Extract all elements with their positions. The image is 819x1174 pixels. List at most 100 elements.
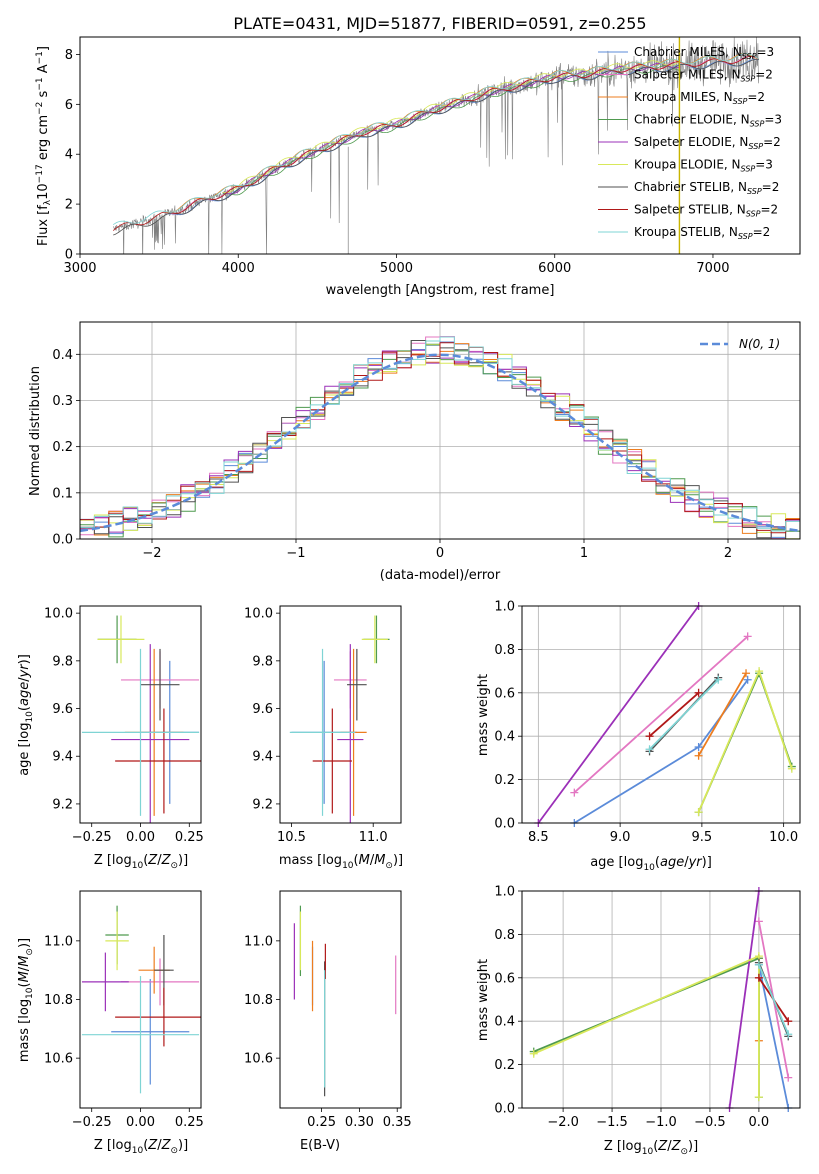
- y-tick-label: 9.6: [52, 702, 73, 717]
- y-tick-label: 0.2: [52, 440, 73, 455]
- weight-marker: [754, 973, 763, 982]
- age-mass-plot-area: [289, 615, 390, 823]
- x-tick-label: −0.5: [694, 1115, 726, 1130]
- grid-lines: [522, 890, 800, 1109]
- axes-frame: [279, 605, 402, 824]
- x-tick-label: 8.5: [528, 830, 549, 845]
- y-tick-label: 9.8: [52, 654, 73, 669]
- y-tick-label: 0.1: [52, 486, 73, 501]
- residuals-ylabel: Normed distribution: [28, 366, 43, 496]
- histogram-salpeter-stelib: [80, 342, 800, 534]
- y-tick-label: 9.6: [252, 702, 273, 717]
- errorbar-salpeter-elodie: [337, 644, 364, 823]
- x-tick-label: 3000: [63, 261, 96, 276]
- x-tick-label: −0.25: [72, 1115, 112, 1130]
- y-tick-label: 9.4: [52, 750, 73, 765]
- mass-z-xlabel: Z [log10(Z/Z⊙)]: [94, 1138, 188, 1156]
- mass-ebv-xlabel: E(B-V): [300, 1138, 340, 1153]
- errorbar-kroupa-elodie: [105, 911, 129, 971]
- x-tick-label: −1: [286, 546, 305, 561]
- y-tick-label: 0.4: [494, 1015, 515, 1030]
- weight-line: [649, 692, 700, 737]
- y-tick-label: 10.0: [44, 607, 73, 622]
- x-tick-label: −1.0: [645, 1115, 677, 1130]
- errorbar-kroupa-elodie: [97, 615, 145, 664]
- weight-marker: [784, 1017, 793, 1026]
- legend-label-chabrier-stelib: Chabrier STELIB, NSSP=2: [634, 180, 779, 196]
- weight-marker: [743, 632, 752, 641]
- mass-Z-plot-area: [81, 905, 201, 1094]
- errorbar-chabrier-stelib: [347, 648, 367, 721]
- legend-label-kroupa-miles: Kroupa MILES, NSSP=2: [634, 90, 765, 106]
- errorbar-salpeter-stelib: [312, 708, 352, 814]
- model-line-kroupa-elodie: [222, 60, 681, 194]
- x-tick-label: 0.25: [175, 1115, 204, 1130]
- y-tick-label: 0.8: [494, 928, 515, 943]
- x-tick-label: −2: [142, 546, 161, 561]
- axes-frame: [279, 890, 402, 1109]
- mass-z-ylabel: mass [log10(M/M⊙)]: [17, 938, 35, 1062]
- y-tick-label: 0.6: [494, 686, 515, 701]
- axes-frame: [79, 890, 202, 1109]
- residuals-chart: (data-model)/error Normed distribution −…: [28, 321, 801, 583]
- weight-series-salpeter-stelib: [645, 688, 703, 741]
- y-tick-label: 4: [65, 148, 73, 163]
- y-tick-label: 0.3: [52, 394, 73, 409]
- x-tick-label: 4000: [222, 261, 255, 276]
- spectrum-xlabel: wavelength [Angstrom, rest frame]: [326, 283, 555, 298]
- weight-line: [573, 635, 749, 794]
- x-tick-label: 6000: [538, 261, 571, 276]
- axes-frame: [79, 605, 202, 824]
- x-tick-label: 0.30: [345, 1115, 374, 1130]
- x-tick-label: 0.25: [175, 830, 204, 845]
- weights-age-ylabel: mass weight: [476, 674, 491, 756]
- legend-label-kroupa-stelib: Kroupa STELIB, NSSP=2: [634, 225, 770, 241]
- x-tick-label: 10.5: [277, 830, 306, 845]
- weight-marker: [754, 960, 763, 969]
- mass-vs-ebv-chart: E(B-V) 0.25 0.30 0.35 10.6 10.8 11.0: [244, 890, 412, 1153]
- spectrum-plot-area: [112, 37, 760, 254]
- model-line-salpeter-stelib: [112, 56, 760, 231]
- y-tick-label: 10.0: [244, 607, 273, 622]
- spectrum-ylabel: Flux [fλ10−17 erg cm−2 s−1 A−1]: [35, 46, 53, 246]
- x-tick-label: 11.0: [359, 830, 388, 845]
- legend-label-salpeter-miles: Salpeter MILES, NSSP=2: [634, 68, 773, 84]
- weight-marker: [784, 1073, 793, 1082]
- y-tick-label: 0.0: [494, 1102, 515, 1117]
- errorbar-kroupa-stelib: [81, 648, 200, 816]
- y-tick-label: 10.8: [44, 993, 73, 1008]
- weight-series-kroupa-stelib: [645, 675, 723, 754]
- y-tick-label: 11.0: [244, 934, 273, 949]
- weight-marker: [754, 1093, 763, 1102]
- weight-series-salpeter-miles: [570, 632, 752, 797]
- y-tick-label: 10.6: [244, 1052, 273, 1067]
- x-tick-label: 9.5: [692, 830, 713, 845]
- age-vs-mass-chart: mass [log10(M/M⊙)] 10.5 11.0 9.2 9.4 9.6 9.8 1…: [244, 605, 403, 871]
- errorbar-salpeter-elodie: [111, 644, 190, 823]
- y-tick-label: 10.8: [244, 993, 273, 1008]
- residuals-legend: N(0, 1): [700, 337, 780, 351]
- legend-label-salpeter-elodie: Salpeter ELODIE, NSSP=2: [634, 135, 781, 151]
- y-tick-label: 1.0: [494, 600, 515, 615]
- weight-marker: [570, 788, 579, 797]
- axes-frame: [521, 605, 801, 824]
- spectrum-chart: PLATE=0431, MJD=51877, FIBERID=0591, z=0…: [35, 14, 801, 298]
- weight-marker: [529, 1049, 538, 1058]
- y-tick-label: 9.8: [252, 654, 273, 669]
- x-tick-label: 1: [580, 546, 588, 561]
- axes-frame: [79, 321, 801, 540]
- y-tick-label: 0.0: [52, 533, 73, 548]
- axes-frame: [521, 890, 801, 1109]
- x-tick-label: −0.25: [72, 830, 112, 845]
- errorbar-chabrier-miles: [111, 978, 190, 1085]
- weight-line: [758, 964, 790, 1109]
- errorbar-kroupa-stelib: [81, 976, 200, 1094]
- x-tick-label: 2: [724, 546, 732, 561]
- errorbar-chabrier-stelib: [140, 648, 180, 721]
- y-tick-label: 0.4: [52, 348, 73, 363]
- age-Z-plot-area: [81, 615, 201, 823]
- x-tick-label: 0: [436, 546, 444, 561]
- errorbar-kroupa-elodie: [361, 615, 388, 664]
- weight-marker: [714, 675, 723, 684]
- y-tick-label: 0.8: [494, 643, 515, 658]
